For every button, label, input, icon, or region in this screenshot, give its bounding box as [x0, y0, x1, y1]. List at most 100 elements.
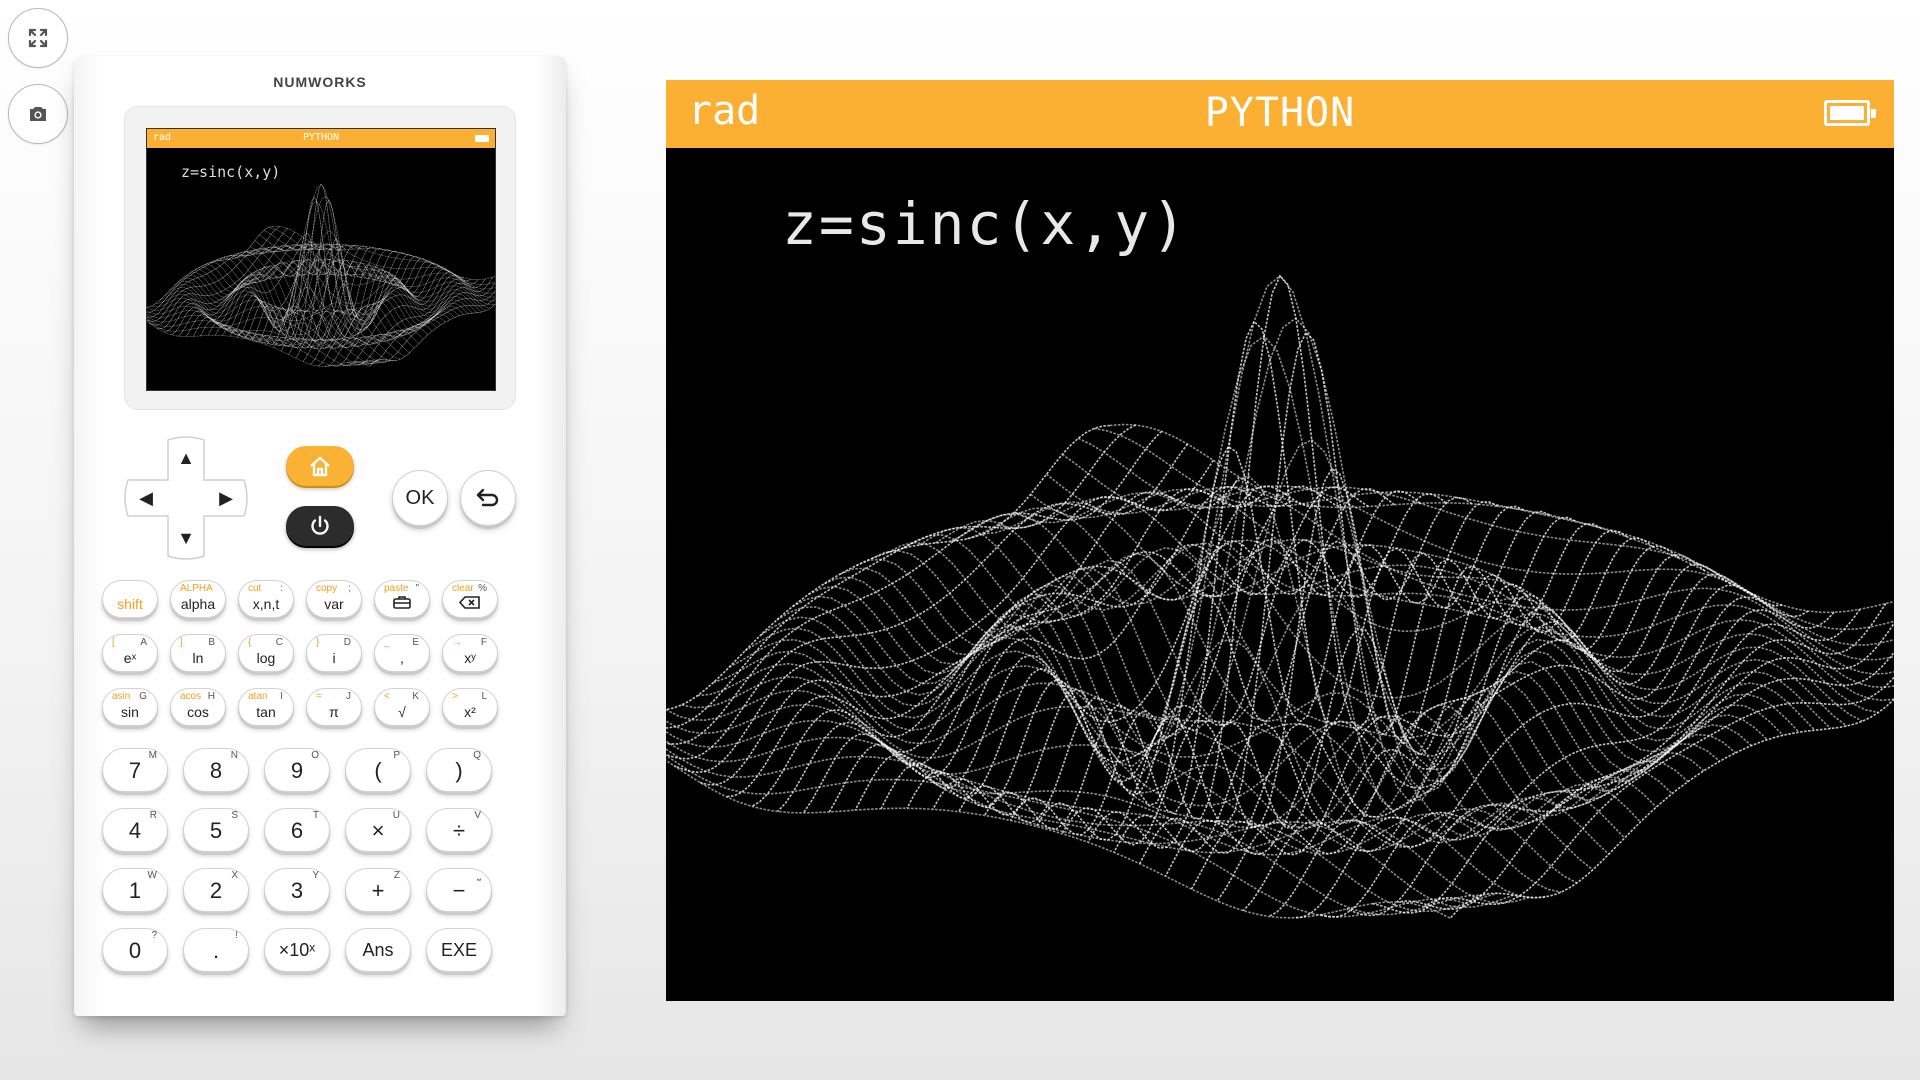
- key-letter-label: H: [207, 691, 215, 702]
- mini-app-title: PYTHON: [302, 132, 340, 143]
- screenshot-button[interactable]: [8, 84, 68, 144]
- key-15[interactable]: ? 0: [102, 928, 168, 972]
- key-17[interactable]: ×10ˣ: [264, 928, 330, 972]
- camera-icon: [30, 107, 46, 121]
- key-label: 7: [128, 758, 142, 783]
- key-0-1-key[interactable]: ALPHA alpha: [170, 580, 226, 618]
- app-title: PYTHON: [1204, 90, 1356, 136]
- key-label: 9: [290, 758, 304, 783]
- key-0-3-key[interactable]: copy; var: [306, 580, 362, 618]
- power-button[interactable]: [286, 506, 354, 546]
- home-icon: [310, 456, 330, 477]
- key-label: 0: [128, 938, 142, 963]
- key-alt-label: ]: [180, 637, 183, 648]
- back-button[interactable]: [460, 470, 516, 526]
- key-0-0-key[interactable]: shift: [102, 580, 158, 618]
- mini-angle-mode: rad: [153, 132, 172, 143]
- right-arrow-button[interactable]: ▶: [208, 480, 244, 516]
- key-1-4-key[interactable]: _ E,: [374, 634, 430, 672]
- key-0-2-key[interactable]: cut: x,n,t: [238, 580, 294, 618]
- key-letter-label: V: [474, 810, 481, 821]
- down-arrow-button[interactable]: ▼: [168, 520, 204, 556]
- key-label: tan: [256, 704, 276, 720]
- key-label: sin: [121, 704, 139, 720]
- key-16[interactable]: !.: [183, 928, 249, 972]
- key-letter-label: P: [393, 750, 400, 761]
- key-label: alpha: [180, 596, 216, 612]
- key-2-4-key[interactable]: < K √: [374, 688, 430, 726]
- left-arrow-button[interactable]: ◀: [128, 480, 164, 516]
- backspace-icon: [443, 596, 497, 612]
- key-letter-label: K: [412, 691, 419, 702]
- key-alt-label: atan: [248, 691, 268, 702]
- key-letter-label: ": [415, 583, 419, 594]
- key-label: ÷: [452, 818, 466, 843]
- key-13[interactable]: Z +: [345, 868, 411, 912]
- key-alt-label: }: [316, 637, 320, 648]
- ok-button[interactable]: OK: [392, 470, 448, 526]
- status-bar: rad PYTHON: [666, 80, 1894, 148]
- back-arrow-icon: [476, 488, 499, 507]
- key-alt-label: >: [452, 691, 458, 702]
- key-alt-label: [: [112, 637, 115, 648]
- left-arrow-icon: ◀: [139, 487, 153, 508]
- key-18[interactable]: Ans: [345, 928, 411, 972]
- power-icon: [311, 515, 329, 535]
- key-4[interactable]: Q): [426, 748, 492, 792]
- key-alt-label: cut: [248, 583, 262, 594]
- fullscreen-button[interactable]: [8, 8, 68, 68]
- key-label: ,: [400, 650, 404, 666]
- key-8[interactable]: U ×: [345, 808, 411, 852]
- key-9[interactable]: V ÷: [426, 808, 492, 852]
- home-button[interactable]: [286, 446, 354, 486]
- key-19[interactable]: EXE: [426, 928, 492, 972]
- toolbox-key[interactable]: paste ": [374, 580, 430, 618]
- key-letter-label: L: [481, 691, 487, 702]
- key-letter-label: A: [140, 637, 147, 648]
- key-14[interactable]: ⎵ −: [426, 868, 492, 912]
- direction-pad: ▲ ▼ ◀ ▶: [124, 436, 248, 560]
- key-label: ×: [371, 818, 385, 843]
- key-3[interactable]: P(: [345, 748, 411, 792]
- brand-logo: NUMWORKS: [273, 74, 367, 90]
- key-label: π: [329, 704, 339, 720]
- key-label: i: [332, 650, 336, 666]
- key-letter-label: U: [392, 810, 400, 821]
- key-label: log: [256, 650, 276, 666]
- mini-battery-icon: [475, 135, 489, 142]
- key-label: 6: [290, 818, 304, 843]
- up-arrow-button[interactable]: ▲: [168, 440, 204, 476]
- key-letter-label: R: [149, 810, 157, 821]
- main-screen: rad PYTHON z=sinc(x,y): [666, 80, 1894, 1001]
- key-letter-label: %: [478, 583, 487, 594]
- key-label: 1: [128, 878, 142, 903]
- dpad-shape: [124, 436, 248, 560]
- backspace-key[interactable]: clear%: [442, 580, 498, 618]
- key-alt-label: =: [316, 691, 322, 702]
- key-label: x²: [464, 704, 476, 720]
- key-letter-label: T: [312, 810, 319, 821]
- key-alt-label: <: [384, 691, 390, 702]
- key-label: 8: [209, 758, 223, 783]
- key-label: x,n,t: [252, 596, 280, 612]
- key-letter-label: W: [147, 870, 157, 881]
